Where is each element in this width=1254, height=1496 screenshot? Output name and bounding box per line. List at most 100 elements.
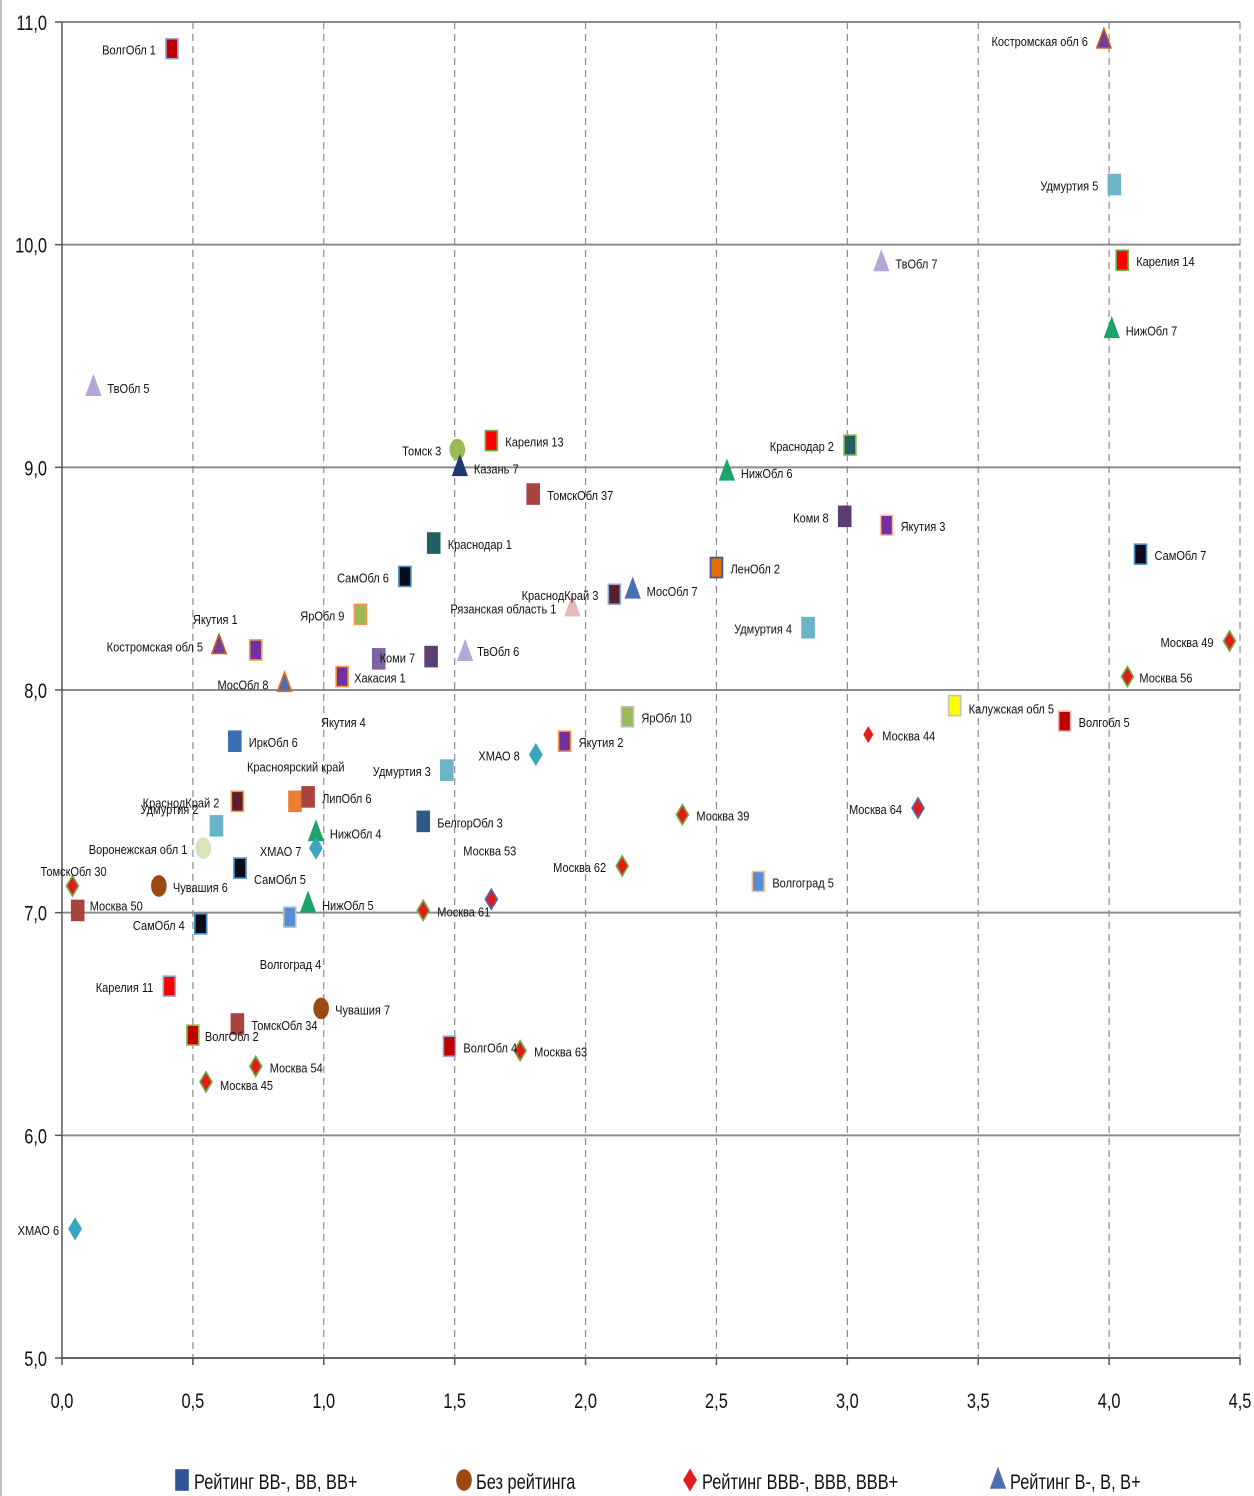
point-34 bbox=[620, 705, 635, 728]
point-label: Красноярский край bbox=[247, 759, 345, 774]
point-label: НижОбл 4 bbox=[330, 827, 382, 842]
x-tick-label: 4,5 bbox=[1229, 1389, 1252, 1412]
legend: Рейтинг BB-, BB, BB+ Без рейтинга Рейтинг … bbox=[175, 1466, 1141, 1493]
point-15 bbox=[426, 532, 441, 554]
point-39 bbox=[528, 743, 543, 767]
legend-marker-0 bbox=[175, 1469, 189, 1491]
x-tick-label: 1,5 bbox=[443, 1389, 466, 1412]
point-label: ХМАО 8 bbox=[478, 749, 520, 764]
point-label: Москва 53 bbox=[463, 843, 516, 858]
x-tick-label: 3,0 bbox=[836, 1389, 859, 1412]
axes-layer: 5,0 6,0 7,0 8,0 9,0 10,0 11,0 0,0 0,5 1,0 1,5 2,0 2,… bbox=[15, 11, 1251, 1412]
point-66 bbox=[442, 1035, 457, 1058]
point-label: КраснодКрай 3 bbox=[522, 588, 599, 603]
point-26 bbox=[210, 632, 228, 655]
point-label: Краснодар 1 bbox=[448, 537, 512, 552]
point-57 bbox=[299, 890, 317, 913]
point-62 bbox=[162, 975, 177, 997]
point-label: Волгоград 4 bbox=[260, 957, 322, 972]
x-tick-label: 2,5 bbox=[705, 1389, 728, 1412]
point-51 bbox=[615, 854, 630, 878]
point-0 bbox=[165, 37, 179, 60]
point-label: Удмуртия 5 bbox=[1040, 179, 1098, 194]
point-38 bbox=[557, 730, 572, 753]
labels-layer: ВолгОбл 1 Костромская обл 6 Удмуртия 5 ТвОб… bbox=[18, 34, 1214, 1238]
point-30 bbox=[335, 665, 349, 688]
point-label: Волгобл 5 bbox=[1079, 715, 1130, 730]
point-label: Калужская обл 5 bbox=[969, 702, 1055, 717]
point-label: ЯрОбл 9 bbox=[300, 608, 344, 623]
point-label: Воронежская обл 1 bbox=[89, 842, 188, 857]
point-61 bbox=[193, 912, 208, 935]
point-52 bbox=[233, 857, 247, 879]
points-layer bbox=[65, 26, 1237, 1241]
point-label: СамОбл 4 bbox=[133, 918, 185, 933]
point-21 bbox=[564, 594, 581, 617]
y-tick-label: 8,0 bbox=[24, 679, 47, 702]
point-label: ВолгОбл 1 bbox=[102, 43, 156, 58]
point-65 bbox=[186, 1024, 200, 1046]
legend-marker-1 bbox=[456, 1469, 472, 1491]
point-label: Коми 8 bbox=[793, 510, 829, 525]
point-label: КраснодКрай 2 bbox=[143, 795, 220, 810]
point-11 bbox=[718, 458, 736, 481]
point-68 bbox=[248, 1054, 263, 1078]
point-label: Карелия 11 bbox=[96, 980, 154, 995]
point-label: СамОбл 5 bbox=[254, 872, 306, 887]
point-7 bbox=[449, 438, 466, 461]
point-label: Карелия 13 bbox=[505, 435, 564, 450]
point-33 bbox=[947, 694, 962, 717]
point-label: ХМАО 7 bbox=[260, 844, 302, 859]
point-55 bbox=[151, 875, 167, 897]
x-tick-label: 0,5 bbox=[182, 1389, 205, 1412]
point-6 bbox=[85, 373, 102, 396]
point-label: НижОбл 5 bbox=[322, 898, 374, 913]
point-label: Краснодар 2 bbox=[770, 439, 834, 454]
point-label: ЯрОбл 10 bbox=[641, 711, 692, 726]
point-label: Якутия 2 bbox=[579, 735, 624, 750]
point-41 bbox=[230, 790, 245, 813]
point-label: Москва 54 bbox=[270, 1060, 323, 1075]
point-label: ТомскОбл 37 bbox=[547, 488, 613, 503]
point-28 bbox=[1222, 629, 1237, 653]
y-tick-label: 5,0 bbox=[24, 1347, 47, 1370]
point-14 bbox=[879, 514, 894, 537]
point-35 bbox=[1057, 710, 1072, 732]
point-60 bbox=[282, 906, 297, 928]
point-label: Казань 7 bbox=[474, 461, 519, 476]
point-label: Волгоград 5 bbox=[772, 876, 834, 891]
point-label: ЛипОбл 6 bbox=[322, 791, 372, 806]
point-36 bbox=[861, 722, 876, 747]
point-label: ТомскОбл 34 bbox=[251, 1018, 317, 1033]
point-64 bbox=[230, 1013, 245, 1035]
point-label: СамОбл 6 bbox=[337, 571, 389, 586]
point-12 bbox=[526, 483, 541, 505]
point-25 bbox=[248, 639, 263, 661]
y-tick-label: 10,0 bbox=[15, 234, 47, 257]
point-label: ЛенОбл 2 bbox=[730, 562, 780, 577]
point-2 bbox=[1107, 173, 1122, 196]
point-69 bbox=[199, 1070, 213, 1094]
point-49 bbox=[308, 836, 323, 860]
point-63 bbox=[313, 997, 329, 1020]
point-label: Москва 56 bbox=[1139, 671, 1192, 686]
point-label: ТвОбл 7 bbox=[895, 257, 937, 272]
point-16 bbox=[1133, 543, 1148, 565]
point-label: НижОбл 7 bbox=[1126, 323, 1178, 338]
point-29 bbox=[276, 670, 293, 693]
point-45 bbox=[675, 803, 690, 827]
x-tick-label: 1,0 bbox=[312, 1389, 335, 1412]
point-label: Чувашия 6 bbox=[173, 880, 228, 895]
legend-marker-3 bbox=[989, 1466, 1007, 1489]
point-label: Рязанская область 1 bbox=[450, 602, 556, 617]
x-tick-label: 2,0 bbox=[574, 1389, 597, 1412]
point-24 bbox=[801, 616, 815, 639]
point-22 bbox=[353, 603, 368, 626]
point-53 bbox=[751, 870, 766, 893]
y-tick-label: 11,0 bbox=[16, 11, 47, 34]
point-32 bbox=[1120, 665, 1135, 689]
point-label: Костромская обл 6 bbox=[992, 34, 1089, 49]
point-label: ХМАО 6 bbox=[18, 1223, 60, 1238]
point-label: Костромская обл 5 bbox=[107, 640, 204, 655]
